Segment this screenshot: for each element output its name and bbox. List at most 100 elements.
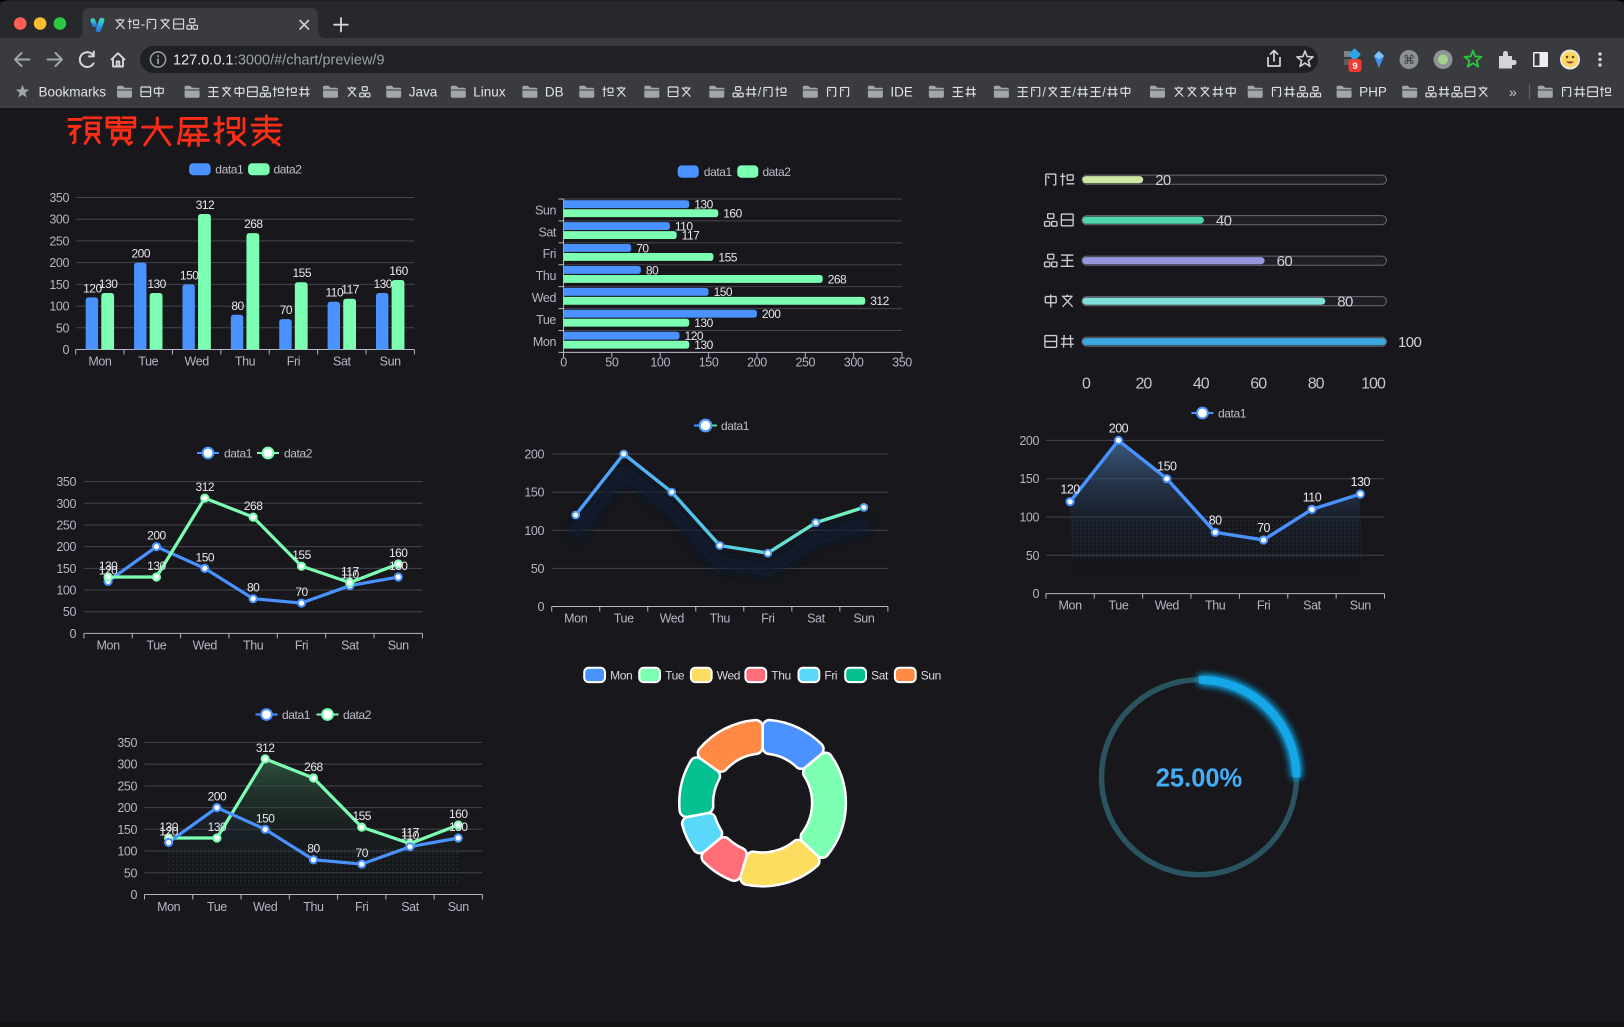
svg-text:100: 100 — [1398, 334, 1421, 351]
svg-text:120: 120 — [99, 563, 118, 577]
svg-text:130: 130 — [99, 559, 118, 573]
svg-text:0: 0 — [62, 343, 69, 357]
svg-text:Fri: Fri — [824, 669, 837, 683]
svg-text:200: 200 — [132, 247, 151, 261]
svg-text:350: 350 — [892, 356, 912, 370]
svg-text:Sat: Sat — [401, 900, 419, 914]
svg-text:Thu: Thu — [303, 900, 324, 914]
svg-text:200: 200 — [762, 307, 781, 321]
svg-text:Wed: Wed — [193, 639, 218, 653]
svg-text:200: 200 — [524, 448, 544, 462]
svg-text:80: 80 — [646, 263, 659, 277]
svg-text:Fri: Fri — [287, 355, 300, 369]
svg-text:100: 100 — [524, 524, 544, 538]
svg-text:150: 150 — [1157, 460, 1177, 474]
svg-text:200: 200 — [208, 790, 227, 804]
svg-text:110: 110 — [401, 829, 419, 843]
svg-text:9: 9 — [1352, 61, 1357, 72]
svg-text:data1: data1 — [704, 165, 733, 179]
svg-text:data2: data2 — [343, 708, 372, 722]
svg-text:/: / — [1072, 85, 1076, 99]
svg-text:70: 70 — [636, 241, 649, 255]
svg-text:Sun: Sun — [921, 669, 941, 683]
svg-text:-: - — [141, 17, 145, 32]
svg-text:120: 120 — [1060, 483, 1080, 497]
svg-text:130: 130 — [147, 559, 166, 573]
svg-text:70: 70 — [1257, 521, 1270, 535]
svg-text:130: 130 — [694, 198, 713, 212]
svg-text:130: 130 — [208, 820, 227, 834]
svg-text:Sun: Sun — [853, 612, 874, 626]
svg-text:Sat: Sat — [538, 225, 556, 239]
svg-text:Tue: Tue — [614, 612, 634, 626]
svg-text:268: 268 — [244, 499, 263, 513]
svg-text:130: 130 — [159, 820, 178, 834]
svg-text:117: 117 — [341, 565, 359, 579]
svg-text:Fri: Fri — [295, 639, 308, 653]
svg-text:130: 130 — [99, 277, 118, 291]
svg-text:150: 150 — [180, 268, 199, 282]
svg-text:Sun: Sun — [535, 203, 556, 217]
svg-text:Thu: Thu — [235, 355, 256, 369]
svg-text:350: 350 — [56, 475, 76, 489]
svg-text:150: 150 — [256, 811, 275, 825]
svg-text:Java: Java — [409, 85, 438, 100]
svg-text:250: 250 — [117, 779, 137, 793]
svg-text:80: 80 — [247, 581, 260, 595]
svg-text:Wed: Wed — [185, 355, 210, 369]
svg-text:DB: DB — [545, 85, 564, 100]
svg-text:117: 117 — [682, 228, 700, 242]
svg-text:»: » — [1509, 84, 1517, 100]
svg-text:0: 0 — [69, 627, 76, 641]
svg-text:130: 130 — [373, 277, 392, 291]
svg-text:300: 300 — [117, 758, 137, 772]
svg-text:200: 200 — [147, 529, 166, 543]
svg-text:Thu: Thu — [243, 639, 264, 653]
svg-text:Wed: Wed — [660, 612, 685, 626]
svg-text:160: 160 — [723, 207, 742, 221]
svg-text:300: 300 — [56, 497, 76, 511]
svg-text:Tue: Tue — [138, 355, 158, 369]
svg-text:Thu: Thu — [1205, 599, 1226, 613]
svg-text:0: 0 — [537, 600, 544, 614]
svg-text:0: 0 — [560, 356, 567, 370]
svg-text:155: 155 — [292, 548, 311, 562]
svg-text:127.0.0.1: 127.0.0.1 — [173, 53, 233, 69]
svg-text:40: 40 — [1193, 376, 1210, 393]
svg-text:117: 117 — [341, 283, 359, 297]
svg-text:data2: data2 — [274, 163, 303, 177]
svg-text:Thu: Thu — [536, 269, 557, 283]
svg-text:Sun: Sun — [388, 639, 409, 653]
svg-text:120: 120 — [159, 824, 178, 838]
svg-text:200: 200 — [747, 356, 767, 370]
svg-text:120: 120 — [685, 329, 704, 343]
svg-text:312: 312 — [256, 741, 275, 755]
svg-text:150: 150 — [56, 562, 76, 576]
svg-text:155: 155 — [292, 266, 311, 280]
svg-text:Wed: Wed — [532, 291, 557, 305]
svg-text:Mon: Mon — [97, 639, 121, 653]
svg-text:Sat: Sat — [333, 355, 351, 369]
svg-text:80: 80 — [1209, 513, 1222, 527]
svg-text:40: 40 — [1216, 213, 1232, 230]
svg-text:data2: data2 — [284, 446, 313, 460]
svg-text:Sun: Sun — [448, 900, 469, 914]
svg-text::3000/#/chart/preview/9: :3000/#/chart/preview/9 — [234, 53, 385, 69]
svg-text:150: 150 — [117, 823, 137, 837]
svg-text:80: 80 — [1308, 376, 1325, 393]
svg-text:150: 150 — [524, 486, 544, 500]
svg-text:Bookmarks: Bookmarks — [39, 85, 107, 100]
svg-text:0: 0 — [1082, 376, 1091, 393]
svg-text:70: 70 — [280, 303, 293, 317]
svg-text:120: 120 — [83, 281, 102, 295]
svg-text:Wed: Wed — [253, 900, 278, 914]
svg-text:Mon: Mon — [88, 355, 112, 369]
svg-text:130: 130 — [389, 559, 408, 573]
svg-text:110: 110 — [341, 568, 359, 582]
svg-text:155: 155 — [352, 809, 371, 823]
svg-text:80: 80 — [1337, 294, 1353, 311]
svg-text:100: 100 — [117, 845, 137, 859]
svg-text:Tue: Tue — [146, 639, 166, 653]
svg-text:25.00%: 25.00% — [1156, 765, 1243, 793]
svg-text:Wed: Wed — [1155, 599, 1180, 613]
